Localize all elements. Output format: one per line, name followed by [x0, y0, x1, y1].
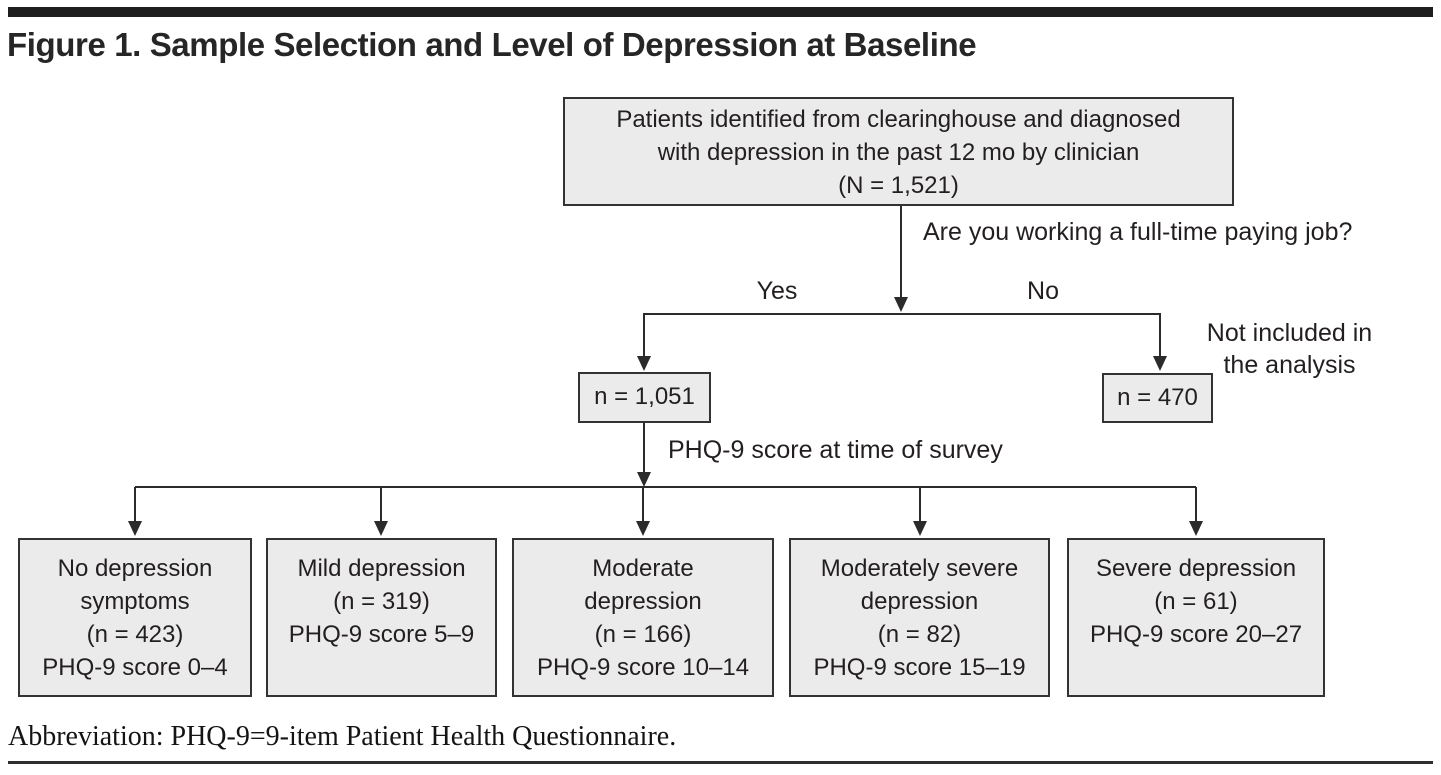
node-moderately-severe-depression: Moderately severe depression (n = 82) PH… [789, 538, 1050, 697]
bottom-rule-bar [8, 761, 1433, 764]
branch-yes-label: Yes [756, 277, 798, 305]
top-rule-bar [8, 7, 1433, 17]
arrowhead-yes [637, 356, 651, 371]
arrowhead-drop-1 [128, 521, 142, 536]
abbreviation-footnote: Abbreviation: PHQ-9=9-item Patient Healt… [8, 721, 677, 752]
node-no-depression: No depression symptoms (n = 423) PHQ-9 s… [18, 538, 252, 697]
node-patients-identified: Patients identified from clearinghouse a… [563, 97, 1234, 206]
node-severe-depression: Severe depression (n = 61) PHQ-9 score 2… [1067, 538, 1325, 697]
node-included-count: n = 1,051 [578, 372, 711, 423]
branch-no-label: No [1027, 277, 1059, 305]
arrowhead-drop-4 [913, 521, 927, 536]
not-included-note: Not included in the analysis [1206, 319, 1373, 379]
connector-branch-rail [643, 313, 1161, 357]
node-mild-depression: Mild depression (n = 319) PHQ-9 score 5–… [266, 538, 497, 697]
arrowhead-drop-3 [636, 521, 650, 536]
arrowhead-split [637, 472, 651, 487]
arrowhead-root [894, 297, 908, 312]
node-moderate-depression: Moderate depression (n = 166) PHQ-9 scor… [512, 538, 774, 697]
question-label: Are you working a full-time paying job? [923, 218, 1353, 246]
arrowhead-drop-2 [374, 521, 388, 536]
phq9-split-label: PHQ-9 score at time of survey [668, 436, 1003, 464]
arrowhead-drop-5 [1189, 521, 1203, 536]
figure-title: Figure 1. Sample Selection and Level of … [7, 26, 977, 63]
arrowhead-no [1153, 356, 1167, 371]
node-excluded-count: n = 470 [1102, 373, 1213, 423]
